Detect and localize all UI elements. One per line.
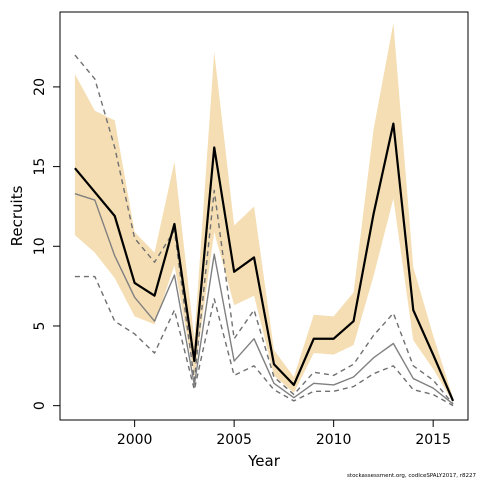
y-axis-label: Recruits [8, 185, 26, 246]
y-tick-label-5: 5 [32, 322, 48, 331]
y-tick-label-20: 20 [32, 78, 48, 96]
x-tick-label-2010: 2010 [316, 432, 352, 448]
plot-area [74, 23, 455, 407]
series-main-line-1 [74, 122, 455, 402]
footnote: stockassessment.org, codIceSPALY2017, r8… [347, 473, 476, 479]
series-secondary-dashed-line-3 [74, 54, 454, 405]
plot-frame [59, 11, 469, 421]
x-axis: 2000 2005 2010 2015 [117, 420, 451, 448]
series-secondary-dashed-line-4 [74, 275, 454, 407]
series-secondary-line-2 [74, 193, 454, 405]
x-tick-label-2000: 2000 [117, 432, 153, 448]
y-axis: 0 5 10 15 20 [32, 78, 60, 410]
y-tick-label-0: 0 [32, 401, 48, 410]
x-tick-label-2005: 2005 [216, 432, 252, 448]
confidence-band [74, 23, 454, 403]
y-tick-label-15: 15 [32, 158, 48, 176]
x-axis-label: Year [247, 452, 281, 470]
x-tick-label-2015: 2015 [415, 432, 451, 448]
y-tick-label-10: 10 [32, 237, 48, 255]
